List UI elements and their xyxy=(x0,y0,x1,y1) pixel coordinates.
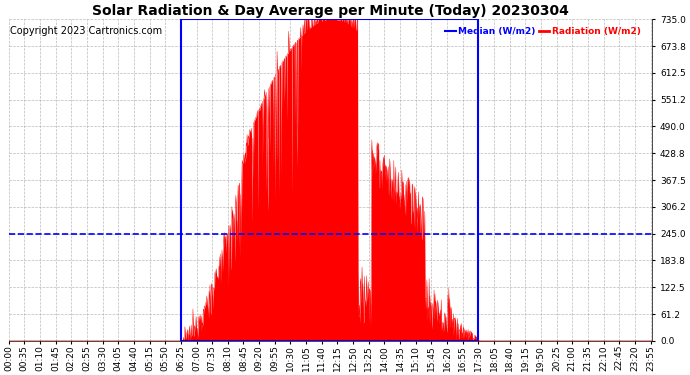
Bar xyxy=(181,20,478,341)
Text: Copyright 2023 Cartronics.com: Copyright 2023 Cartronics.com xyxy=(10,26,162,36)
Legend: Median (W/m2), Radiation (W/m2): Median (W/m2), Radiation (W/m2) xyxy=(442,24,644,40)
Title: Solar Radiation & Day Average per Minute (Today) 20230304: Solar Radiation & Day Average per Minute… xyxy=(92,4,569,18)
